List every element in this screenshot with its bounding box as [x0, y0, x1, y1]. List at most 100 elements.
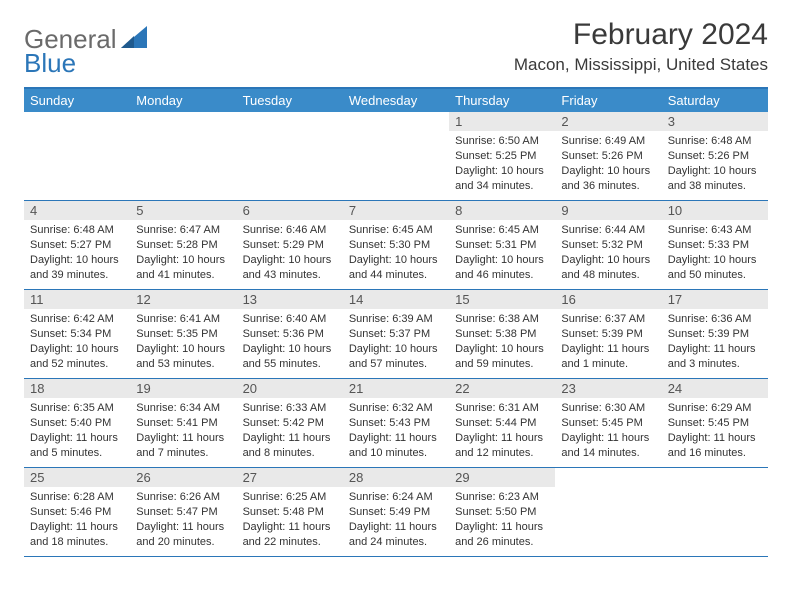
calendar-cell: 9Sunrise: 6:44 AMSunset: 5:32 PMDaylight… — [555, 201, 661, 289]
day-of-week-header: Monday — [130, 89, 236, 112]
daylight-line: Daylight: 10 hours and 36 minutes. — [561, 164, 655, 194]
cell-body: Sunrise: 6:46 AMSunset: 5:29 PMDaylight:… — [237, 220, 343, 288]
cell-body: Sunrise: 6:26 AMSunset: 5:47 PMDaylight:… — [130, 487, 236, 555]
calendar-cell: 29Sunrise: 6:23 AMSunset: 5:50 PMDayligh… — [449, 468, 555, 556]
sunset-line: Sunset: 5:35 PM — [136, 327, 230, 342]
sunset-line: Sunset: 5:39 PM — [561, 327, 655, 342]
cell-body: Sunrise: 6:43 AMSunset: 5:33 PMDaylight:… — [662, 220, 768, 288]
daylight-line: Daylight: 10 hours and 43 minutes. — [243, 253, 337, 283]
daylight-line: Daylight: 10 hours and 34 minutes. — [455, 164, 549, 194]
cell-body: Sunrise: 6:28 AMSunset: 5:46 PMDaylight:… — [24, 487, 130, 555]
calendar-week: 18Sunrise: 6:35 AMSunset: 5:40 PMDayligh… — [24, 379, 768, 468]
daylight-line: Daylight: 11 hours and 24 minutes. — [349, 520, 443, 550]
sunset-line: Sunset: 5:32 PM — [561, 238, 655, 253]
sunrise-line: Sunrise: 6:47 AM — [136, 223, 230, 238]
cell-body: Sunrise: 6:50 AMSunset: 5:25 PMDaylight:… — [449, 131, 555, 199]
sunrise-line: Sunrise: 6:35 AM — [30, 401, 124, 416]
calendar-cell: 28Sunrise: 6:24 AMSunset: 5:49 PMDayligh… — [343, 468, 449, 556]
calendar-cell: 6Sunrise: 6:46 AMSunset: 5:29 PMDaylight… — [237, 201, 343, 289]
calendar-week: 25Sunrise: 6:28 AMSunset: 5:46 PMDayligh… — [24, 468, 768, 557]
calendar-cell: 14Sunrise: 6:39 AMSunset: 5:37 PMDayligh… — [343, 290, 449, 378]
cell-body: Sunrise: 6:24 AMSunset: 5:49 PMDaylight:… — [343, 487, 449, 555]
calendar-cell: 11Sunrise: 6:42 AMSunset: 5:34 PMDayligh… — [24, 290, 130, 378]
calendar-cell: 17Sunrise: 6:36 AMSunset: 5:39 PMDayligh… — [662, 290, 768, 378]
logo-sail-icon — [121, 26, 147, 53]
sunset-line: Sunset: 5:41 PM — [136, 416, 230, 431]
daylight-line: Daylight: 10 hours and 41 minutes. — [136, 253, 230, 283]
calendar-cell: 16Sunrise: 6:37 AMSunset: 5:39 PMDayligh… — [555, 290, 661, 378]
day-of-week-header: Wednesday — [343, 89, 449, 112]
day-number: 9 — [555, 201, 661, 220]
sunrise-line: Sunrise: 6:23 AM — [455, 490, 549, 505]
day-number: 26 — [130, 468, 236, 487]
calendar-week: 4Sunrise: 6:48 AMSunset: 5:27 PMDaylight… — [24, 201, 768, 290]
daylight-line: Daylight: 10 hours and 39 minutes. — [30, 253, 124, 283]
sunset-line: Sunset: 5:29 PM — [243, 238, 337, 253]
day-number: 10 — [662, 201, 768, 220]
cell-body: Sunrise: 6:23 AMSunset: 5:50 PMDaylight:… — [449, 487, 555, 555]
sunset-line: Sunset: 5:31 PM — [455, 238, 549, 253]
sunrise-line: Sunrise: 6:45 AM — [349, 223, 443, 238]
sunrise-line: Sunrise: 6:30 AM — [561, 401, 655, 416]
sunrise-line: Sunrise: 6:36 AM — [668, 312, 762, 327]
day-number: 17 — [662, 290, 768, 309]
daylight-line: Daylight: 10 hours and 52 minutes. — [30, 342, 124, 372]
day-number: 29 — [449, 468, 555, 487]
calendar-cell: 7Sunrise: 6:45 AMSunset: 5:30 PMDaylight… — [343, 201, 449, 289]
cell-body: Sunrise: 6:47 AMSunset: 5:28 PMDaylight:… — [130, 220, 236, 288]
calendar-cell: 10Sunrise: 6:43 AMSunset: 5:33 PMDayligh… — [662, 201, 768, 289]
day-number: 24 — [662, 379, 768, 398]
cell-body: Sunrise: 6:31 AMSunset: 5:44 PMDaylight:… — [449, 398, 555, 466]
day-number: 4 — [24, 201, 130, 220]
day-number: 19 — [130, 379, 236, 398]
day-of-week-header: Saturday — [662, 89, 768, 112]
sunrise-line: Sunrise: 6:50 AM — [455, 134, 549, 149]
daylight-line: Daylight: 10 hours and 53 minutes. — [136, 342, 230, 372]
calendar-cell: 22Sunrise: 6:31 AMSunset: 5:44 PMDayligh… — [449, 379, 555, 467]
sunset-line: Sunset: 5:33 PM — [668, 238, 762, 253]
sunset-line: Sunset: 5:38 PM — [455, 327, 549, 342]
calendar-cell: 19Sunrise: 6:34 AMSunset: 5:41 PMDayligh… — [130, 379, 236, 467]
cell-body: Sunrise: 6:45 AMSunset: 5:30 PMDaylight:… — [343, 220, 449, 288]
sunset-line: Sunset: 5:30 PM — [349, 238, 443, 253]
sunset-line: Sunset: 5:40 PM — [30, 416, 124, 431]
daylight-line: Daylight: 11 hours and 18 minutes. — [30, 520, 124, 550]
calendar-cell: 15Sunrise: 6:38 AMSunset: 5:38 PMDayligh… — [449, 290, 555, 378]
sunset-line: Sunset: 5:43 PM — [349, 416, 443, 431]
cell-body: Sunrise: 6:38 AMSunset: 5:38 PMDaylight:… — [449, 309, 555, 377]
sunrise-line: Sunrise: 6:48 AM — [30, 223, 124, 238]
calendar-cell: 1Sunrise: 6:50 AMSunset: 5:25 PMDaylight… — [449, 112, 555, 200]
calendar: SundayMondayTuesdayWednesdayThursdayFrid… — [24, 87, 768, 557]
cell-body: Sunrise: 6:44 AMSunset: 5:32 PMDaylight:… — [555, 220, 661, 288]
calendar-week: 11Sunrise: 6:42 AMSunset: 5:34 PMDayligh… — [24, 290, 768, 379]
daylight-line: Daylight: 11 hours and 3 minutes. — [668, 342, 762, 372]
daylight-line: Daylight: 11 hours and 16 minutes. — [668, 431, 762, 461]
sunrise-line: Sunrise: 6:28 AM — [30, 490, 124, 505]
calendar-cell — [343, 112, 449, 200]
calendar-cell: 24Sunrise: 6:29 AMSunset: 5:45 PMDayligh… — [662, 379, 768, 467]
daylight-line: Daylight: 11 hours and 22 minutes. — [243, 520, 337, 550]
daylight-line: Daylight: 10 hours and 38 minutes. — [668, 164, 762, 194]
day-number: 22 — [449, 379, 555, 398]
day-number: 25 — [24, 468, 130, 487]
calendar-cell — [662, 468, 768, 556]
day-number: 14 — [343, 290, 449, 309]
day-of-week-header: Tuesday — [237, 89, 343, 112]
day-number: 2 — [555, 112, 661, 131]
calendar-cell: 8Sunrise: 6:45 AMSunset: 5:31 PMDaylight… — [449, 201, 555, 289]
sunset-line: Sunset: 5:34 PM — [30, 327, 124, 342]
calendar-cell: 12Sunrise: 6:41 AMSunset: 5:35 PMDayligh… — [130, 290, 236, 378]
sunrise-line: Sunrise: 6:26 AM — [136, 490, 230, 505]
daylight-line: Daylight: 11 hours and 7 minutes. — [136, 431, 230, 461]
day-number: 21 — [343, 379, 449, 398]
daylight-line: Daylight: 10 hours and 55 minutes. — [243, 342, 337, 372]
cell-body: Sunrise: 6:37 AMSunset: 5:39 PMDaylight:… — [555, 309, 661, 377]
sunrise-line: Sunrise: 6:29 AM — [668, 401, 762, 416]
cell-body: Sunrise: 6:35 AMSunset: 5:40 PMDaylight:… — [24, 398, 130, 466]
daylight-line: Daylight: 11 hours and 5 minutes. — [30, 431, 124, 461]
cell-body: Sunrise: 6:34 AMSunset: 5:41 PMDaylight:… — [130, 398, 236, 466]
day-number: 15 — [449, 290, 555, 309]
calendar-cell — [555, 468, 661, 556]
sunset-line: Sunset: 5:48 PM — [243, 505, 337, 520]
daylight-line: Daylight: 10 hours and 46 minutes. — [455, 253, 549, 283]
